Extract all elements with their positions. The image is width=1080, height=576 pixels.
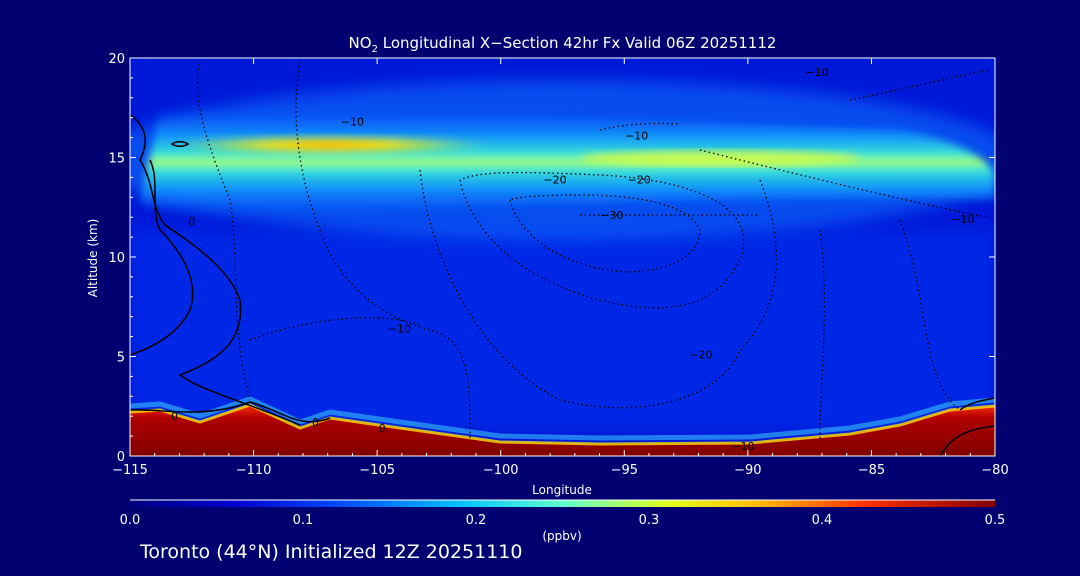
y-tick-label: 10 (108, 251, 125, 266)
contour-label: −10 (731, 440, 754, 453)
x-tick-label: −90 (734, 463, 761, 478)
contour-label: −20 (689, 349, 712, 362)
surface-edge-glow (130, 403, 995, 446)
x-tick-label: −115 (112, 463, 148, 478)
contour-label: −10 (805, 66, 828, 79)
contour-label: −10 (388, 323, 411, 336)
title-species: NO (348, 34, 372, 52)
x-tick-label: −85 (858, 463, 885, 478)
title-species-subscript: 2 (371, 44, 378, 55)
contour-labels: −10 −10 −10 −10 −20 −20 −30 −10 −20 −10 0 0 0 0 (171, 66, 974, 453)
x-axis-label: Longitude (532, 483, 592, 497)
chart-title: NO2 Longitudinal X−Section 42hr Fx Valid… (130, 34, 995, 55)
contour-label: −20 (628, 173, 651, 186)
colorbar-tick-label: 0.1 (293, 513, 314, 528)
contour-label: −10 (341, 116, 364, 129)
contour-label: 0 (171, 410, 178, 423)
plot-area (130, 58, 995, 456)
surface-layer (130, 405, 995, 456)
colorbar-tick-label: 0.0 (120, 513, 141, 528)
colorbar-tick-label: 0.3 (639, 513, 660, 528)
colorbar-tick-label: 0.2 (466, 513, 487, 528)
run-info-footer: Toronto (44°N) Initialized 12Z 20251110 (140, 541, 523, 563)
y-tick-label: 20 (108, 52, 125, 67)
x-tick-label: −80 (981, 463, 1008, 478)
mid-layer-shading (130, 230, 995, 430)
contour-label: 0 (188, 215, 195, 228)
contour-label: 0 (312, 416, 319, 429)
colorbar-tick-label: 0.4 (812, 513, 833, 528)
surface-edge-cyan (130, 396, 995, 441)
contour-label: −20 (543, 173, 566, 186)
x-tick-label: −95 (611, 463, 638, 478)
x-tick-label: −110 (236, 463, 272, 478)
contour-label: −10 (625, 130, 648, 143)
contour-label: −30 (600, 209, 623, 222)
y-axis-label: Altitude (km) (86, 219, 100, 298)
contour-label: 0 (379, 422, 386, 435)
contours-dotted (196, 59, 991, 441)
colorbar-tick-label: 0.5 (985, 513, 1006, 528)
colorbar-ticks: 0.0 0.1 0.2 0.3 0.4 0.5 (120, 513, 1006, 528)
band-core-east (580, 150, 860, 166)
contours-solid (130, 114, 995, 456)
contour-label: −10 (951, 213, 974, 226)
upper-band (140, 107, 995, 217)
x-tick-label: −100 (483, 463, 519, 478)
colorbar (130, 500, 995, 507)
colorbar-label: (ppbv) (542, 529, 581, 543)
y-tick-label: 5 (117, 351, 125, 366)
band-core (170, 135, 490, 155)
y-tick-label: 15 (108, 152, 125, 167)
title-rest: Longitudinal X−Section 42hr Fx Valid 06Z… (377, 34, 777, 52)
y-tick-label: 0 (117, 450, 125, 465)
x-tick-label: −105 (359, 463, 395, 478)
